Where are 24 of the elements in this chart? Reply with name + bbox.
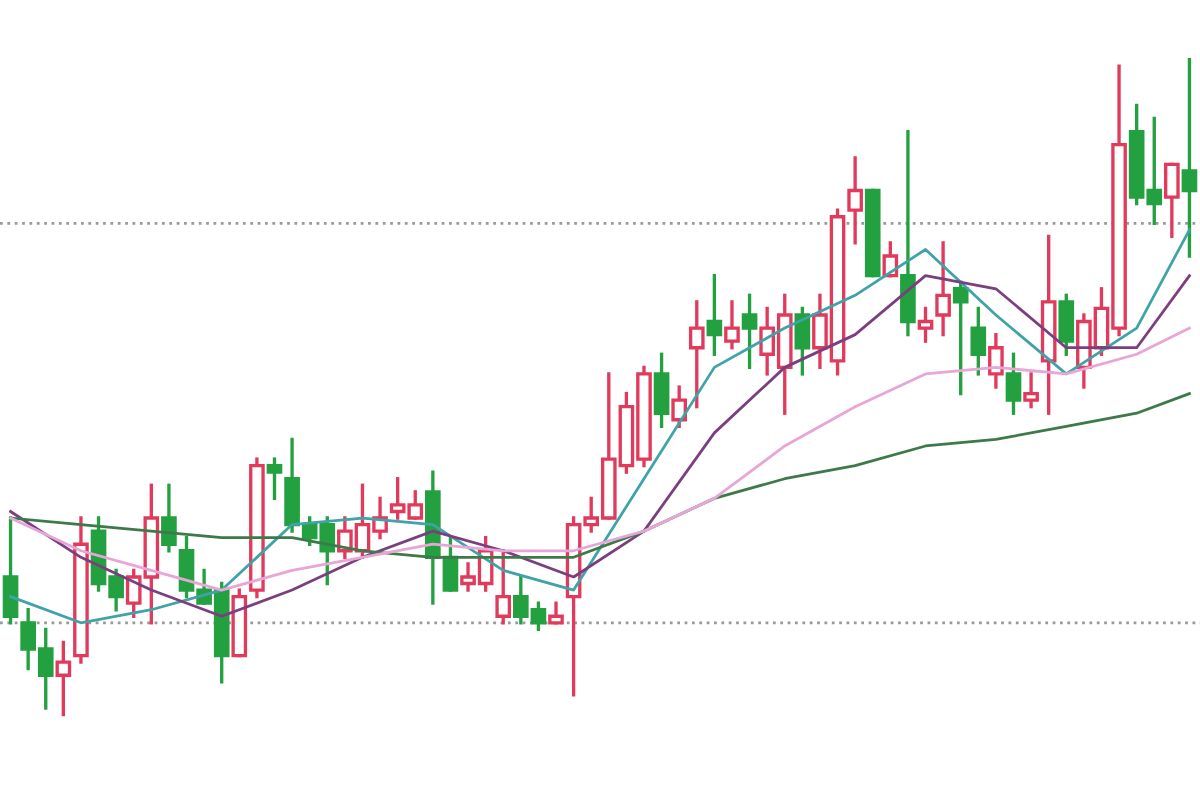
candlestick xyxy=(706,274,723,356)
candlestick xyxy=(161,483,177,553)
candlestick xyxy=(988,332,1004,389)
candlestick xyxy=(900,129,916,337)
candlestick xyxy=(1181,57,1198,258)
candlestick xyxy=(917,306,934,343)
candlestick xyxy=(495,549,512,625)
candlestick xyxy=(1005,352,1022,415)
candlestick xyxy=(266,457,283,501)
candlestick xyxy=(847,156,863,245)
candlestick xyxy=(1164,162,1180,239)
candlestick xyxy=(935,241,951,337)
candlestick xyxy=(1023,372,1039,409)
candlestick xyxy=(55,640,72,717)
candlestick xyxy=(653,352,670,428)
candlestick xyxy=(952,280,969,396)
candlestick xyxy=(2,516,19,625)
candlestick xyxy=(1058,293,1075,356)
candlestick xyxy=(970,306,987,376)
candlestick xyxy=(688,300,705,409)
candlestick xyxy=(741,293,758,370)
candlestick xyxy=(548,601,564,625)
candlestick xyxy=(671,385,688,428)
candlestick xyxy=(724,300,740,350)
